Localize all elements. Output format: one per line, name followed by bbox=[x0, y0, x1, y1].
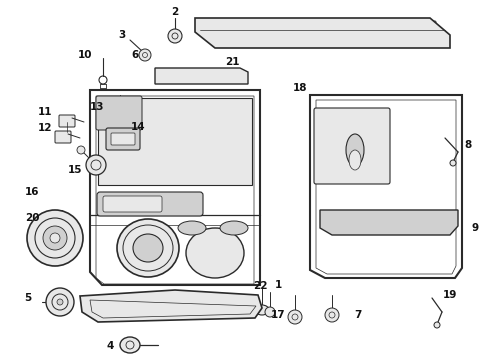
Text: 14: 14 bbox=[131, 122, 146, 132]
FancyBboxPatch shape bbox=[97, 192, 203, 216]
Text: 12: 12 bbox=[38, 123, 52, 133]
Text: 1: 1 bbox=[274, 280, 282, 290]
Circle shape bbox=[77, 146, 85, 154]
Circle shape bbox=[50, 233, 60, 243]
Text: 9: 9 bbox=[471, 223, 479, 233]
Circle shape bbox=[46, 288, 74, 316]
Polygon shape bbox=[155, 68, 248, 84]
Circle shape bbox=[57, 299, 63, 305]
Text: 2: 2 bbox=[172, 7, 179, 17]
Text: 19: 19 bbox=[443, 290, 457, 300]
Ellipse shape bbox=[133, 234, 163, 262]
Text: 18: 18 bbox=[293, 83, 307, 93]
Polygon shape bbox=[90, 90, 260, 285]
Circle shape bbox=[27, 210, 83, 266]
Text: 10: 10 bbox=[78, 50, 92, 60]
Ellipse shape bbox=[117, 219, 179, 277]
Text: 17: 17 bbox=[270, 310, 285, 320]
Polygon shape bbox=[310, 95, 462, 278]
FancyBboxPatch shape bbox=[55, 131, 71, 143]
Ellipse shape bbox=[220, 221, 248, 235]
Text: 3: 3 bbox=[119, 30, 125, 40]
Text: 5: 5 bbox=[24, 293, 32, 303]
Polygon shape bbox=[80, 290, 262, 322]
FancyBboxPatch shape bbox=[111, 133, 135, 145]
Ellipse shape bbox=[349, 150, 361, 170]
Text: 16: 16 bbox=[25, 187, 39, 197]
Polygon shape bbox=[320, 210, 458, 235]
Ellipse shape bbox=[255, 305, 269, 315]
FancyBboxPatch shape bbox=[96, 96, 142, 130]
Ellipse shape bbox=[346, 134, 364, 166]
Circle shape bbox=[86, 155, 106, 175]
Text: 22: 22 bbox=[253, 281, 267, 291]
Circle shape bbox=[325, 308, 339, 322]
Ellipse shape bbox=[186, 228, 244, 278]
Circle shape bbox=[139, 49, 151, 61]
Text: 11: 11 bbox=[38, 107, 52, 117]
Text: 8: 8 bbox=[465, 140, 472, 150]
FancyBboxPatch shape bbox=[103, 196, 162, 212]
Circle shape bbox=[168, 29, 182, 43]
Text: 4: 4 bbox=[106, 341, 114, 351]
Text: 20: 20 bbox=[25, 213, 39, 223]
FancyBboxPatch shape bbox=[164, 70, 204, 82]
FancyBboxPatch shape bbox=[106, 128, 140, 150]
FancyBboxPatch shape bbox=[217, 23, 249, 37]
Text: 6: 6 bbox=[131, 50, 139, 60]
Polygon shape bbox=[195, 18, 450, 48]
Text: 15: 15 bbox=[68, 165, 82, 175]
FancyBboxPatch shape bbox=[111, 112, 129, 126]
Text: 7: 7 bbox=[354, 310, 362, 320]
FancyBboxPatch shape bbox=[314, 108, 390, 184]
Circle shape bbox=[288, 310, 302, 324]
Text: 13: 13 bbox=[90, 102, 104, 112]
Circle shape bbox=[265, 307, 275, 317]
Ellipse shape bbox=[120, 337, 140, 353]
Ellipse shape bbox=[178, 221, 206, 235]
FancyBboxPatch shape bbox=[59, 115, 75, 127]
Circle shape bbox=[43, 226, 67, 250]
Text: 21: 21 bbox=[225, 57, 239, 67]
Polygon shape bbox=[98, 98, 252, 185]
Circle shape bbox=[434, 322, 440, 328]
Circle shape bbox=[450, 160, 456, 166]
FancyBboxPatch shape bbox=[389, 21, 436, 33]
